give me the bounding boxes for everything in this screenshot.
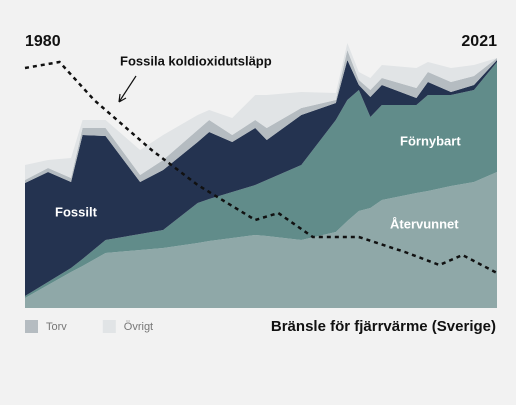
area: [25, 43, 497, 180]
legend-swatch: [25, 320, 38, 333]
annotation-arrow: [118, 75, 137, 103]
area-label: Förnybart: [400, 133, 461, 148]
x-tick-label: 1980: [25, 33, 61, 50]
overlay: Fossila koldioxidutsläpp 1980 2021 Återvunn…: [24, 33, 498, 333]
legend-swatch: [102, 320, 116, 333]
area: [25, 60, 497, 296]
annotation: Fossila koldioxidutsläpp: [120, 53, 272, 68]
area: [25, 62, 497, 298]
area: [25, 172, 497, 308]
area-label: Fossilt: [55, 204, 98, 219]
areas: [25, 43, 497, 308]
x-tick-label: 2021: [461, 33, 497, 50]
legend-label: Övrigt: [124, 321, 153, 333]
legend-label: Torv: [46, 321, 67, 333]
area: [25, 50, 497, 183]
area-label: Återvunnet: [390, 216, 459, 231]
chart-title: Bränsle för fjärrvärme (Sverige): [271, 318, 496, 335]
